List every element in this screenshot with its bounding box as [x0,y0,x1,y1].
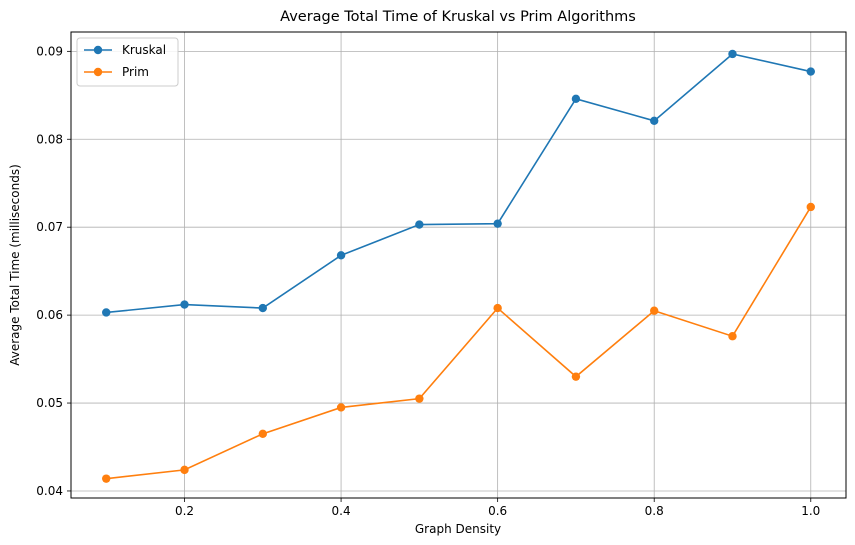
x-tick-label: 0.2 [175,504,194,518]
x-axis-label: Graph Density [415,522,501,536]
data-point-prim [180,465,189,475]
y-tick-label: 0.07 [36,220,63,234]
data-point-prim [336,403,346,412]
y-tick-label: 0.09 [36,44,63,58]
data-point-kruskal [806,67,815,76]
y-axis: 0.04 0.05 0.06 0.07 0.08 0.09 [36,44,71,498]
data-point-prim [415,394,424,403]
y-tick-label: 0.04 [36,484,63,498]
data-point-kruskal [180,300,189,309]
data-point-kruskal [102,308,111,317]
data-point-prim [571,372,581,381]
y-axis-label: Average Total Time (milliseconds) [8,164,22,366]
legend: Kruskal Prim [76,37,179,87]
data-point-kruskal [258,303,267,313]
legend-label-prim: Prim [122,65,149,79]
x-axis: 0.2 0.4 0.6 0.8 1.0 [175,498,820,518]
grid [71,32,846,498]
data-point-prim [258,429,267,439]
series-layer [102,49,815,483]
x-tick-label: 1.0 [801,504,820,518]
data-point-prim [102,474,111,483]
legend-marker-kruskal [93,45,103,55]
x-tick-label: 0.8 [645,504,664,518]
legend-label-kruskal: Kruskal [122,43,166,57]
series-line-kruskal [106,53,811,314]
x-tick-label: 0.4 [332,504,351,518]
y-tick-label: 0.06 [36,308,63,322]
y-tick-label: 0.08 [36,132,63,146]
data-point-kruskal [336,251,346,260]
data-point-kruskal [650,116,659,126]
data-point-prim [728,332,737,341]
data-point-kruskal [571,94,581,104]
plot-frame [70,31,847,499]
chart-title: Average Total Time of Kruskal vs Prim Al… [280,9,636,25]
data-point-kruskal [728,49,737,59]
data-point-prim [493,303,502,313]
y-tick-label: 0.05 [36,396,63,410]
series-line-prim [106,206,812,480]
legend-marker-prim [93,67,103,77]
data-point-kruskal [493,219,502,228]
data-point-kruskal [415,220,424,229]
data-point-prim [650,306,659,315]
data-point-prim [806,202,815,212]
x-tick-label: 0.6 [488,504,507,518]
